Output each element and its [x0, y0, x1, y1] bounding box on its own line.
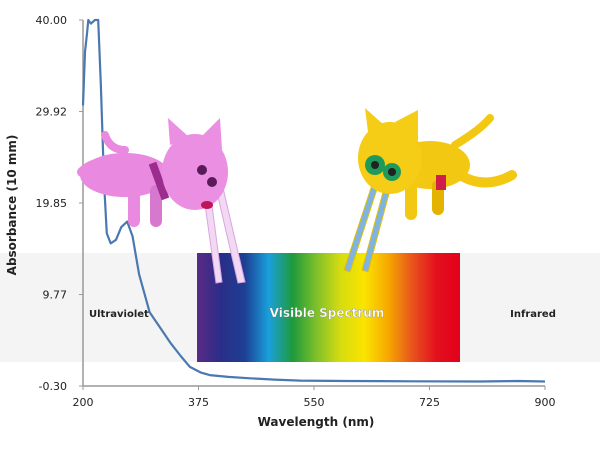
x-tick-label: 550: [304, 396, 325, 409]
x-tick-label: 900: [535, 396, 556, 409]
ultraviolet-label: Ultraviolet: [89, 309, 149, 320]
infrared-label: Infrared: [510, 309, 556, 320]
x-tick-label: 200: [73, 396, 94, 409]
y-tick-label: 9.77: [43, 289, 68, 302]
y-tick-label: 19.85: [36, 197, 68, 210]
pink-cat-illustration: [77, 118, 246, 284]
y-tick-label: 40.00: [36, 14, 68, 27]
x-tick-label: 725: [419, 396, 440, 409]
x-axis-label: Wavelength (nm): [258, 415, 375, 429]
x-tick-label: 375: [188, 396, 209, 409]
absorbance-line: [81, 18, 546, 383]
y-tick-label: 29.92: [36, 106, 68, 119]
y-axis-label: Absorbance (10 mm): [5, 135, 19, 276]
y-tick-label: -0.30: [39, 380, 67, 393]
visible-spectrum-label: Visible Spectrum: [270, 306, 385, 320]
yellow-cat-illustration: [343, 108, 517, 273]
